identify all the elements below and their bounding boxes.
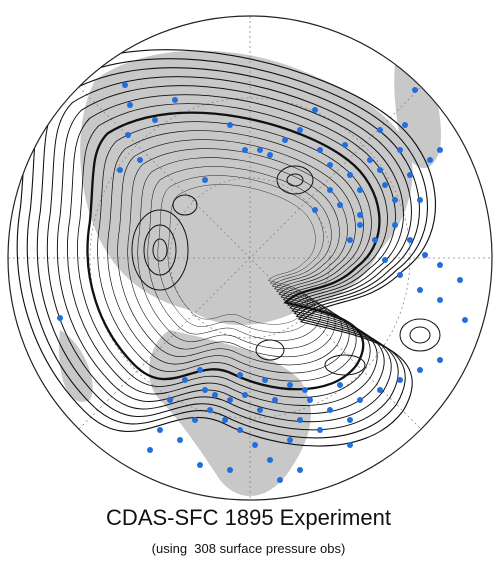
observation-dot [287,437,293,443]
observation-dot [367,472,373,478]
observation-dot [412,87,418,93]
observation-dot [407,237,413,243]
observation-dot [462,317,468,323]
observation-dot [242,392,248,398]
observation-dot [297,467,303,473]
observation-dot [202,177,208,183]
observation-dot [397,377,403,383]
observation-dot [302,387,308,393]
observation-dot [127,102,133,108]
observation-dot [252,442,258,448]
observation-dot [125,132,131,138]
observation-dot [357,222,363,228]
observation-dot [157,427,163,433]
observation-dot [317,427,323,433]
observation-dot [397,272,403,278]
subtitle: (using 308 surface pressure obs) [0,541,497,556]
map-area [0,0,497,505]
observation-dot [367,157,373,163]
observation-dot [422,252,428,258]
observation-dot [337,202,343,208]
observation-dot [377,127,383,133]
observation-dot [287,382,293,388]
observation-dot [197,367,203,373]
observation-dot [327,187,333,193]
polar-map [0,0,497,505]
observation-dot [407,172,413,178]
observation-dot [382,257,388,263]
observation-dot [377,167,383,173]
observation-dot [117,167,123,173]
observation-dot [357,212,363,218]
observation-dot [327,162,333,168]
observation-dot [442,102,448,108]
observation-dot [417,197,423,203]
observation-dot [297,127,303,133]
observation-dot [282,137,288,143]
observation-dot [457,277,463,283]
observation-dot [227,122,233,128]
observation-dot [227,467,233,473]
observation-dot [337,382,343,388]
observation-dot [237,372,243,378]
observation-dot [257,147,263,153]
observation-dot [327,407,333,413]
observation-dot [182,377,188,383]
observation-dot [267,457,273,463]
observation-dot [317,147,323,153]
observation-dot [402,122,408,128]
observation-dot [212,392,218,398]
observation-dot [392,222,398,228]
observation-dot [137,157,143,163]
observation-dot [257,407,263,413]
observation-dot [207,407,213,413]
observation-dot [437,147,443,153]
observation-dot [437,262,443,268]
observation-dot [307,397,313,403]
observation-dot [357,187,363,193]
observation-dot [297,417,303,423]
observation-dot [262,377,268,383]
observation-dot [347,172,353,178]
observation-dot [147,447,153,453]
observation-dot [177,437,183,443]
observation-dot [347,442,353,448]
observation-dot [357,397,363,403]
observation-dot [57,315,63,321]
observation-dot [417,287,423,293]
observation-dot [312,107,318,113]
observation-dot [272,397,278,403]
observation-dot [227,397,233,403]
observation-dot [222,417,228,423]
title: CDAS-SFC 1895 Experiment [0,505,497,531]
observation-dot [372,237,378,243]
observation-dot [417,367,423,373]
observation-dot [237,427,243,433]
observation-dot [347,237,353,243]
observation-dot [242,147,248,153]
observation-dot [377,387,383,393]
observation-dot [197,462,203,468]
observation-dot [437,297,443,303]
observation-dot [397,147,403,153]
observation-dot [152,117,158,123]
observation-dot [437,357,443,363]
observation-dot [172,97,178,103]
observation-dot [267,152,273,158]
observation-dot [277,477,283,483]
observation-dot [342,142,348,148]
observation-dot [122,82,128,88]
observation-dot [427,157,433,163]
observation-dot [192,417,198,423]
observation-dot [202,387,208,393]
observation-dot [167,397,173,403]
observation-dot [382,182,388,188]
observation-dot [347,417,353,423]
page: CDAS-SFC 1895 Experiment (using 308 surf… [0,0,497,565]
observation-dot [312,207,318,213]
observation-dot [392,197,398,203]
